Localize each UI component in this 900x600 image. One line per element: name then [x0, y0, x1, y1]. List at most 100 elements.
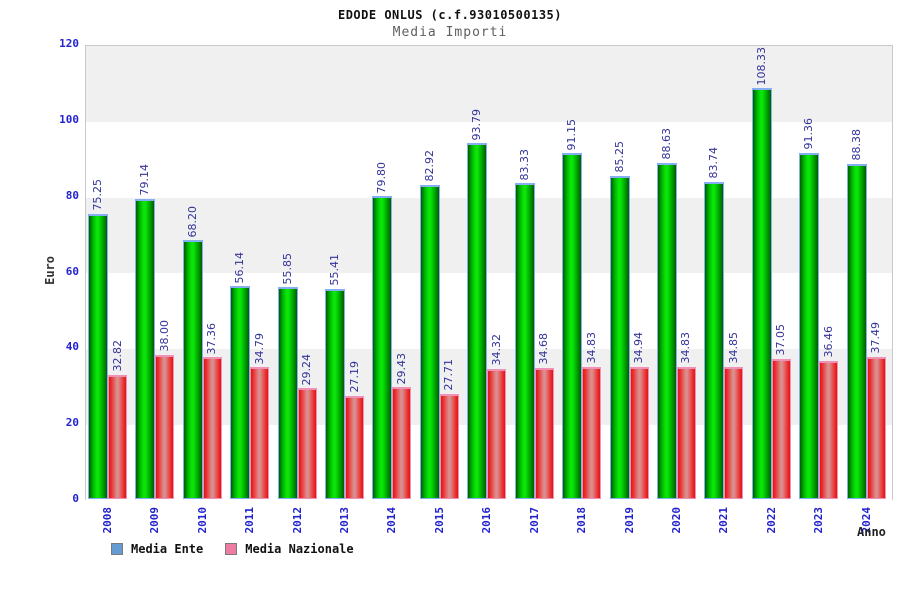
bar-media-ente-2009: [135, 198, 156, 499]
bar-media-nazionale-2020: [676, 366, 696, 499]
value-label-media-ente-2014: 79.80: [375, 161, 389, 194]
bar-media-nazionale-2024: [866, 356, 886, 499]
x-tick-label-2019: 2019: [622, 507, 636, 534]
x-tick-label-2023: 2023: [812, 507, 826, 534]
bar-media-ente-2011: [230, 286, 251, 499]
bar-media-nazionale-2021: [724, 366, 744, 499]
value-label-media-ente-2012: 55.85: [280, 252, 294, 285]
legend-swatch-media-ente-icon: [111, 543, 123, 555]
x-axis-title: Anno: [857, 525, 886, 539]
value-label-media-ente-2020: 88.63: [659, 128, 673, 160]
x-tick-label-2016: 2016: [480, 507, 494, 534]
x-tick-label-2017: 2017: [527, 507, 541, 534]
bar-media-nazionale-2018: [582, 366, 602, 499]
bar-media-nazionale-2015: [439, 393, 459, 499]
bar-media-ente-2023: [799, 152, 820, 499]
bar-media-ente-2018: [562, 153, 583, 499]
value-label-media-nazionale-2022: 37.05: [774, 324, 788, 356]
bar-media-nazionale-2012: [297, 388, 317, 499]
y-tick-label: 40: [65, 340, 79, 354]
chart-subtitle: Media Importi: [392, 25, 508, 40]
value-label-media-ente-2024: 88.38: [849, 129, 863, 161]
bar-media-ente-2016: [467, 143, 488, 499]
bar-media-ente-2010: [182, 240, 203, 499]
bar-media-nazionale-2022: [771, 358, 791, 499]
bar-media-ente-2015: [419, 184, 440, 499]
value-label-media-nazionale-2017: 34.68: [537, 333, 551, 365]
x-tick-label-2022: 2022: [764, 507, 778, 534]
value-label-media-nazionale-2019: 34.94: [632, 332, 646, 364]
legend-item-media-ente: Media Ente: [111, 542, 203, 556]
x-tick-label-2015: 2015: [432, 507, 446, 534]
value-label-media-nazionale-2009: 38.00: [157, 320, 171, 352]
x-tick-label-2010: 2010: [195, 507, 209, 534]
x-tick-label-2018: 2018: [575, 507, 589, 534]
value-label-media-nazionale-2013: 27.19: [347, 361, 361, 393]
y-tick-label: 20: [65, 416, 79, 430]
bar-media-ente-2024: [846, 163, 867, 499]
value-label-media-nazionale-2018: 34.83: [584, 332, 598, 364]
x-tick-label-2012: 2012: [290, 507, 304, 534]
value-label-media-nazionale-2014: 29.43: [394, 352, 408, 385]
bar-media-ente-2019: [609, 175, 630, 499]
value-label-media-nazionale-2008: 32.82: [110, 340, 124, 372]
value-label-media-ente-2009: 79.14: [138, 164, 152, 196]
value-label-media-nazionale-2011: 34.79: [252, 332, 266, 365]
x-tick-label-2020: 2020: [669, 507, 683, 534]
value-label-media-ente-2013: 55.41: [328, 254, 342, 286]
legend-label-media-nazionale: Media Nazionale: [245, 542, 354, 556]
bar-media-nazionale-2017: [534, 367, 554, 499]
bar-media-nazionale-2008: [108, 374, 127, 499]
value-label-media-nazionale-2021: 34.85: [726, 332, 740, 364]
value-label-media-ente-2010: 68.20: [185, 205, 199, 238]
value-label-media-ente-2022: 108.33: [754, 46, 768, 86]
y-tick-label: 0: [72, 492, 79, 505]
bar-media-ente-2020: [656, 162, 677, 499]
bar-media-nazionale-2009: [155, 354, 175, 499]
x-tick-label-2014: 2014: [385, 507, 399, 534]
plot-area: 75.25 32.82 79.14 38.00 68.20 37.36 56.14 34.79…: [85, 45, 893, 501]
bar-media-nazionale-2011: [250, 367, 270, 499]
x-tick-label-2011: 2011: [243, 507, 257, 534]
bar-media-nazionale-2010: [202, 357, 222, 499]
value-label-media-ente-2019: 85.25: [612, 141, 626, 173]
y-tick-label: 100: [59, 112, 79, 126]
value-label-media-ente-2023: 91.36: [802, 118, 816, 150]
value-label-media-ente-2008: 75.25: [91, 179, 104, 211]
value-label-media-ente-2017: 83.33: [517, 148, 531, 181]
bar-media-ente-2012: [277, 287, 298, 499]
y-tick-label: 120: [59, 37, 79, 50]
legend-item-media-nazionale: Media Nazionale: [225, 542, 354, 556]
bar-media-ente-2008: [88, 213, 108, 499]
bar-media-nazionale-2019: [629, 366, 649, 499]
bar-media-ente-2022: [751, 88, 772, 499]
value-label-media-nazionale-2023: 36.46: [821, 326, 835, 358]
value-label-media-ente-2015: 82.92: [422, 150, 436, 182]
value-label-media-nazionale-2020: 34.83: [679, 332, 693, 364]
value-label-media-nazionale-2024: 37.49: [869, 322, 883, 354]
value-label-media-nazionale-2016: 34.32: [489, 334, 503, 366]
x-tick-label-2021: 2021: [717, 507, 731, 534]
y-tick-label: 80: [65, 188, 79, 202]
bar-media-ente-2014: [372, 196, 393, 499]
legend-label-media-ente: Media Ente: [131, 542, 204, 556]
bar-media-ente-2017: [514, 183, 535, 499]
y-tick-label: 60: [65, 264, 79, 278]
chart-title: EDODE ONLUS (c.f.93010500135): [337, 8, 562, 22]
value-label-media-ente-2016: 93.79: [470, 108, 484, 141]
value-label-media-nazionale-2010: 37.36: [205, 322, 219, 355]
bar-media-nazionale-2013: [345, 395, 365, 499]
value-label-media-nazionale-2012: 29.24: [300, 353, 314, 386]
bar-media-ente-2021: [704, 181, 725, 499]
value-label-media-ente-2021: 83.74: [707, 147, 721, 179]
x-tick-label-2013: 2013: [338, 507, 352, 534]
x-tick-label-2009: 2009: [148, 507, 162, 534]
x-tick-label-2008: 2008: [101, 507, 114, 534]
value-label-media-ente-2011: 56.14: [233, 251, 247, 284]
value-label-media-ente-2018: 91.15: [565, 118, 579, 151]
bar-media-nazionale-2014: [392, 387, 412, 499]
bar-media-nazionale-2023: [819, 360, 839, 499]
legend-swatch-media-nazionale-icon: [225, 543, 238, 555]
bar-media-nazionale-2016: [487, 368, 507, 499]
